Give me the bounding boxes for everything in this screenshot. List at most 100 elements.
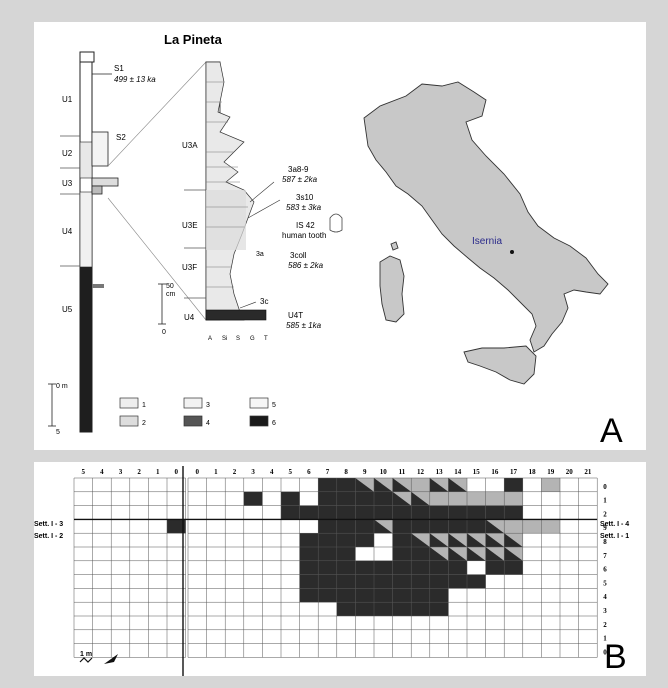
grid-cell-r6-c7 bbox=[318, 560, 337, 575]
panel-letter-a: A bbox=[600, 412, 623, 450]
grid-cell-r0-c11 bbox=[392, 478, 412, 492]
panel-b: 5 4 3 2 1 0 0 1 2 3 4 5 6 7 8 9 10 11 12 13 14 15 16 17 18 19 20 21… bbox=[34, 462, 646, 686]
col-label-right-18: 18 bbox=[529, 468, 537, 476]
grid-cell-r5-c16-dark bbox=[485, 547, 505, 561]
grid-cell-r8-c11 bbox=[392, 588, 412, 603]
date-3s10: 583 ± 3ka bbox=[286, 203, 322, 212]
figure-title: La Pineta bbox=[164, 32, 223, 47]
grid-cell-r8-c10 bbox=[374, 588, 393, 603]
grid-cell-r9-c10 bbox=[374, 602, 393, 616]
grid-cell-r2-c5 bbox=[281, 505, 300, 520]
north-arrow-icon bbox=[104, 654, 118, 664]
grid-cell-r4-c7 bbox=[318, 533, 337, 547]
legend-3: 3 bbox=[206, 402, 210, 409]
col-label-left-2: 2 bbox=[137, 468, 141, 476]
main-stratigraphic-column bbox=[79, 51, 119, 433]
unit-label-u3: U3 bbox=[62, 179, 73, 188]
label-tooth: human tooth bbox=[282, 231, 326, 240]
grid-cell-r7-c11 bbox=[392, 574, 412, 589]
grid-cell-r4-c11 bbox=[392, 533, 412, 547]
grid-cell-r2-c6 bbox=[299, 505, 319, 520]
grain-label-s: S bbox=[236, 336, 240, 342]
grid-cell-r9-c9 bbox=[355, 602, 374, 616]
grid-cell-r5-c12 bbox=[411, 547, 430, 561]
sardinia bbox=[379, 255, 405, 323]
grid-cell-r5-c15 bbox=[467, 547, 486, 561]
grid-cell-r0-c13 bbox=[429, 478, 449, 492]
col-label-left-4: 4 bbox=[100, 468, 104, 476]
grain-label-g: G bbox=[250, 336, 255, 342]
row-label-5: 7 bbox=[603, 552, 607, 560]
col-label-right-5: 5 bbox=[289, 468, 293, 476]
grid-cell-r8-c9 bbox=[355, 588, 374, 603]
grid-cell-r6-c17 bbox=[504, 560, 523, 575]
grid-cell-r6-c13 bbox=[429, 560, 449, 575]
grid-cell-left-r3 bbox=[167, 519, 186, 534]
grid-cell-r6-c14 bbox=[448, 560, 467, 575]
date-s1: 499 ± 13 ka bbox=[114, 75, 156, 84]
grid-cell-r4-c12 bbox=[411, 533, 430, 547]
excavation-grid: 5 4 3 2 1 0 0 1 2 3 4 5 6 7 8 9 10 11 12 13 14 15 16 17 18 19 20 21… bbox=[73, 466, 607, 686]
main-scale-top: 0 m bbox=[56, 383, 68, 390]
tooth-icon bbox=[329, 213, 343, 233]
grid-cell-r3-c8 bbox=[336, 519, 356, 534]
stratigraphy-figure: La Pineta U1 U2 U3 U4 U5 S1 499 ± 13 ka bbox=[48, 32, 623, 450]
scale-unit: cm bbox=[166, 291, 176, 298]
row-label-9: 3 bbox=[603, 607, 607, 615]
col-label-right-9: 9 bbox=[363, 468, 367, 476]
col-label-right-10: 10 bbox=[380, 468, 388, 476]
grid-cell-r2-c8 bbox=[336, 505, 356, 520]
side-label-left-bottom: Sett. I - 2 bbox=[34, 533, 63, 540]
grid-cell-r7-c10 bbox=[374, 574, 393, 589]
legend-6: 6 bbox=[272, 420, 276, 427]
corsica-tip bbox=[390, 241, 399, 251]
grid-cell-r4-c14 bbox=[448, 533, 467, 547]
col-label-right-19: 19 bbox=[547, 468, 555, 476]
grid-cell-r1-c16 bbox=[485, 491, 505, 506]
grid-cell-r9-c8 bbox=[336, 602, 356, 616]
grid-cell-r4-c8 bbox=[336, 533, 356, 547]
grid-cell-r5-c17-dark bbox=[504, 547, 523, 561]
unit-label-u3e: U3E bbox=[182, 221, 198, 230]
col-label-right-2: 2 bbox=[233, 468, 237, 476]
sample-s1: S1 bbox=[114, 64, 124, 73]
excavation-grid-figure: 5 4 3 2 1 0 0 1 2 3 4 5 6 7 8 9 10 11 12 13 14 15 16 17 18 19 20 21… bbox=[34, 466, 629, 686]
grid-cell-r2-c9 bbox=[355, 505, 374, 520]
col-label-right-6: 6 bbox=[307, 468, 311, 476]
grid-cell-r2-c16 bbox=[485, 505, 505, 520]
grid-cell-r1-c10 bbox=[374, 491, 393, 506]
grid-cell-r6-c11 bbox=[392, 560, 412, 575]
grid-cell-r5-c14-dark bbox=[448, 547, 467, 561]
sample-s2: S2 bbox=[116, 133, 126, 142]
col-label-right-3: 3 bbox=[251, 468, 255, 476]
row-label-3: 9 bbox=[603, 524, 607, 532]
panel-a: La Pineta U1 U2 U3 U4 U5 S1 499 ± 13 ka bbox=[34, 22, 646, 450]
grid-cell-r7-c15 bbox=[467, 574, 486, 589]
col-label-right-17: 17 bbox=[510, 468, 518, 476]
grid-cell-r7-c14 bbox=[448, 574, 467, 589]
grid-cell-r5-c11 bbox=[392, 547, 412, 561]
grid-cell-r3-c12 bbox=[411, 519, 430, 534]
grid-cell-r2-c15 bbox=[467, 505, 486, 520]
grid-cell-r3-c7 bbox=[318, 519, 337, 534]
col-label-right-4: 4 bbox=[270, 468, 274, 476]
row-label-8: 4 bbox=[603, 593, 607, 601]
grid-cell-r5-c15-dark bbox=[467, 547, 486, 561]
col-label-right-14: 14 bbox=[454, 468, 462, 476]
grid-cell-r3-c13 bbox=[429, 519, 449, 534]
grid-cell-r1-c3 bbox=[243, 491, 263, 506]
col-label-right-0: 0 bbox=[196, 468, 200, 476]
grid-cell-r0-c8 bbox=[336, 478, 356, 492]
grid-cell-r3-c18 bbox=[522, 519, 542, 534]
grid-cell-r4-c16 bbox=[485, 533, 505, 547]
grid-cell-r9-c11 bbox=[392, 602, 412, 616]
grid-cell-r6-c6 bbox=[299, 560, 319, 575]
grid-cell-r7-c12 bbox=[411, 574, 430, 589]
row-label-12: 0 bbox=[603, 648, 607, 656]
u4-layer bbox=[79, 191, 93, 268]
col-label-right-20: 20 bbox=[566, 468, 574, 476]
grid-cell-r2-c13 bbox=[429, 505, 449, 520]
grid-cell-r1-c14 bbox=[448, 491, 467, 506]
grid-cell-r8-c13 bbox=[429, 588, 449, 603]
grid-cell-r0-c12 bbox=[411, 478, 430, 492]
